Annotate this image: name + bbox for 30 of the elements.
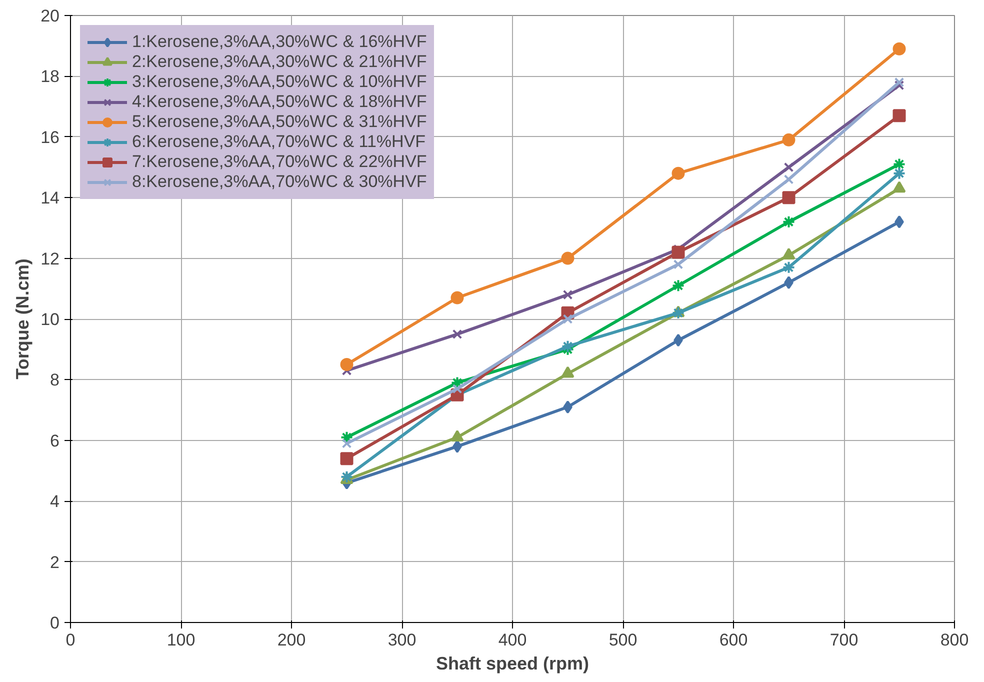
legend-label: 6:Kerosene,3%AA,70%WC & 11%HVF	[132, 132, 426, 152]
x-axis-title: Shaft speed (rpm)	[436, 654, 590, 674]
x-tick-label: 400	[498, 630, 527, 650]
x-tick-label: 700	[830, 630, 858, 650]
y-axis-title: Torque (N.cm)	[12, 258, 33, 380]
y-tick-label: 0	[50, 614, 60, 632]
y-tick-label: 12	[40, 249, 60, 268]
legend-label: 5:Kerosene,3%AA,50%WC & 31%HVF	[132, 112, 427, 132]
legend-label: 1:Kerosene,3%AA,30%WC & 16%HVF	[132, 32, 427, 52]
x-tick-label: 100	[166, 630, 196, 650]
y-tick-label: 14	[40, 188, 60, 208]
x-tick-label: 0	[66, 630, 76, 650]
y-tick-label: 4	[50, 492, 60, 512]
y-tick-label: 6	[50, 431, 60, 450]
y-tick-label: 16	[40, 128, 60, 147]
legend-label: 2:Kerosene,3%AA,30%WC & 21%HVF	[132, 52, 427, 72]
y-tick-label: 10	[40, 310, 60, 329]
x-tick-label: 800	[940, 630, 969, 650]
legend-label: 8:Kerosene,3%AA,70%WC & 30%HVF	[132, 172, 427, 192]
x-tick-label: 500	[608, 630, 638, 650]
y-tick-label: 20	[40, 6, 60, 26]
x-tick-label: 600	[719, 630, 748, 650]
y-tick-label: 8	[50, 370, 60, 390]
x-tick-label: 200	[277, 630, 306, 650]
legend-label: 4:Kerosene,3%AA,50%WC & 18%HVF	[132, 92, 427, 112]
y-tick-label: 2	[50, 552, 60, 572]
y-tick-label: 18	[40, 67, 60, 86]
x-tick-label: 300	[388, 630, 416, 650]
legend-label: 3:Kerosene,3%AA,50%WC & 10%HVF	[132, 72, 427, 92]
legend-label: 7:Kerosene,3%AA,70%WC & 22%HVF	[132, 152, 427, 172]
